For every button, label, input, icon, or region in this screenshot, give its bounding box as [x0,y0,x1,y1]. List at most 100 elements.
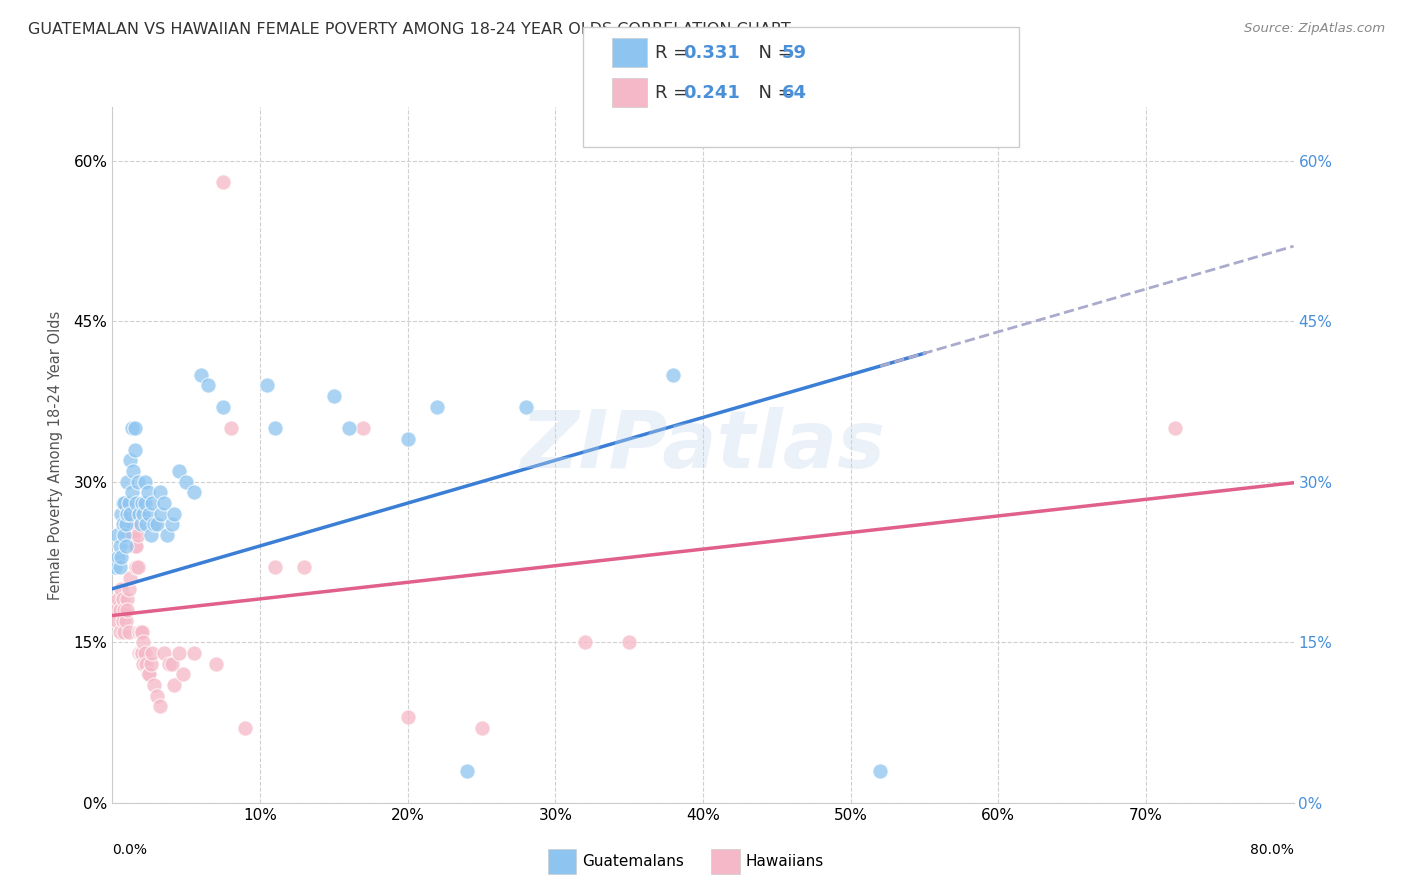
Point [149,485,172,500]
Point [108,539,131,553]
Point [124,421,146,435]
Point [139,657,162,671]
Point [124,442,146,457]
Point [134,475,156,489]
Point [574,635,596,649]
Point [129,624,152,639]
Point [112,624,135,639]
Point [107,592,129,607]
Point [121,507,143,521]
Point [163,678,186,692]
Point [172,667,194,681]
Point [153,646,176,660]
Point [1164,421,1187,435]
Point [120,453,142,467]
Text: Guatemalans: Guatemalans [582,855,683,869]
Point [127,475,149,489]
Point [120,507,142,521]
Point [132,507,155,521]
Text: N =: N = [747,44,799,62]
Point [107,549,129,564]
Point [146,689,169,703]
Text: R =: R = [655,44,695,62]
Point [128,507,150,521]
Point [124,517,146,532]
Text: 0.331: 0.331 [683,44,740,62]
Point [163,507,186,521]
Text: 0.0%: 0.0% [112,843,148,857]
Point [141,496,163,510]
Y-axis label: Female Poverty Among 18-24 Year Olds: Female Poverty Among 18-24 Year Olds [48,310,62,599]
Point [117,592,138,607]
Point [160,517,183,532]
Text: GUATEMALAN VS HAWAIIAN FEMALE POVERTY AMONG 18-24 YEAR OLDS CORRELATION CHART: GUATEMALAN VS HAWAIIAN FEMALE POVERTY AM… [28,22,790,37]
Text: 0.241: 0.241 [683,84,740,102]
Text: Hawaiians: Hawaiians [745,855,824,869]
Text: Source: ZipAtlas.com: Source: ZipAtlas.com [1244,22,1385,36]
Point [104,603,127,617]
Point [118,496,141,510]
Text: N =: N = [747,84,799,102]
Point [337,421,360,435]
Point [111,592,134,607]
Point [142,678,165,692]
Point [264,560,287,574]
Point [122,517,145,532]
Point [156,528,179,542]
Point [205,657,228,671]
Point [111,517,134,532]
Point [396,710,419,724]
Point [128,624,150,639]
Point [142,517,165,532]
Point [120,507,142,521]
Point [515,400,537,414]
Point [110,507,132,521]
Point [135,517,157,532]
Point [124,539,146,553]
Point [139,528,162,542]
Point [118,624,141,639]
Point [111,614,134,628]
Point [118,582,141,596]
Point [183,646,205,660]
Point [125,560,148,574]
Point [105,614,128,628]
Point [132,657,155,671]
Text: R =: R = [655,84,695,102]
Point [212,175,235,189]
Point [128,646,150,660]
Point [167,464,190,478]
Point [149,699,172,714]
Point [138,507,160,521]
Point [108,624,131,639]
Point [662,368,685,382]
Text: 59: 59 [782,44,807,62]
Point [183,485,205,500]
Point [396,432,419,446]
Point [112,496,135,510]
Point [120,571,142,585]
Point [104,560,127,574]
Point [426,400,449,414]
Point [114,517,136,532]
Point [135,657,157,671]
Point [114,614,136,628]
Text: 80.0%: 80.0% [1250,843,1294,857]
Point [110,549,132,564]
Point [105,528,128,542]
Point [323,389,346,403]
Point [108,560,131,574]
Point [233,721,256,735]
Point [212,400,235,414]
Point [111,496,134,510]
Point [219,421,242,435]
Point [112,603,135,617]
Point [153,496,176,510]
Point [190,368,212,382]
Point [121,421,143,435]
Point [138,667,160,681]
Point [136,667,159,681]
Point [470,721,494,735]
Point [121,485,143,500]
Point [117,507,138,521]
